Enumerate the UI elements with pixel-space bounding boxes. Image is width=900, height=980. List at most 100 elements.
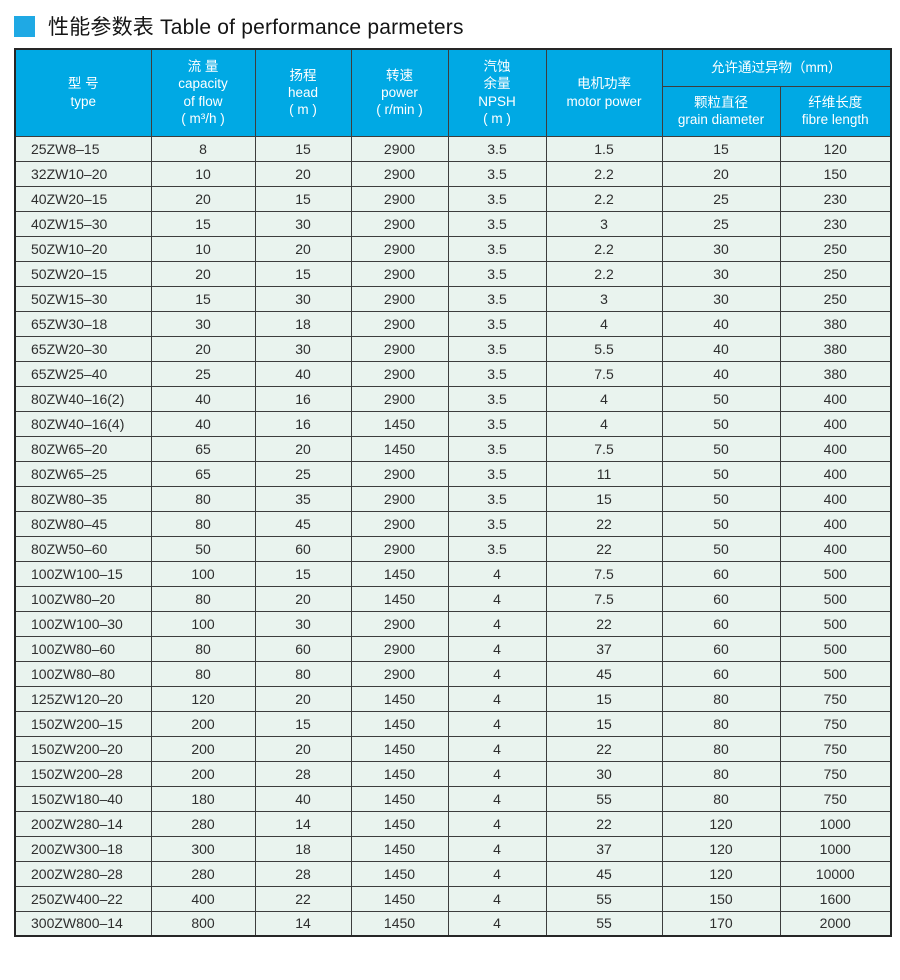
cell-grain: 50 (661, 385, 781, 412)
cell-npsh: 3.5 (447, 510, 547, 537)
cell-grain: 30 (661, 260, 781, 287)
table-row: 125ZW120–20 120 20 1450 4 15 80 750 (14, 685, 892, 712)
cell-grain: 20 (661, 160, 781, 187)
cell-head: 18 (254, 835, 352, 862)
cell-type: 50ZW20–15 (14, 260, 152, 287)
cell-npsh: 4 (447, 735, 547, 762)
cell-grain: 25 (661, 185, 781, 212)
cell-type: 50ZW10–20 (14, 235, 152, 262)
cell-type: 150ZW200–15 (14, 710, 152, 737)
cell-flow: 300 (150, 835, 256, 862)
cell-npsh: 4 (447, 835, 547, 862)
cell-flow: 200 (150, 735, 256, 762)
cell-type: 150ZW200–28 (14, 760, 152, 787)
cell-npsh: 3.5 (447, 410, 547, 437)
cell-npsh: 4 (447, 560, 547, 587)
cell-type: 40ZW15–30 (14, 210, 152, 237)
cell-npsh: 4 (447, 660, 547, 687)
cell-grain: 50 (661, 510, 781, 537)
cell-head: 60 (254, 635, 352, 662)
cell-flow: 65 (150, 460, 256, 487)
cell-fibre: 380 (779, 335, 892, 362)
cell-head: 15 (254, 560, 352, 587)
cell-motor: 45 (545, 660, 663, 687)
cell-motor: 15 (545, 485, 663, 512)
cell-flow: 25 (150, 360, 256, 387)
cell-flow: 200 (150, 710, 256, 737)
cell-npsh: 3.5 (447, 310, 547, 337)
cell-grain: 170 (661, 910, 781, 937)
cell-head: 30 (254, 210, 352, 237)
cell-npsh: 3.5 (447, 385, 547, 412)
cell-speed: 1450 (350, 435, 449, 462)
cell-motor: 4 (545, 385, 663, 412)
cell-head: 80 (254, 660, 352, 687)
cell-type: 25ZW8–15 (14, 135, 152, 162)
cell-npsh: 4 (447, 810, 547, 837)
cell-fibre: 750 (779, 785, 892, 812)
cell-grain: 80 (661, 710, 781, 737)
cell-motor: 22 (545, 735, 663, 762)
cell-npsh: 3.5 (447, 535, 547, 562)
cell-speed: 2900 (350, 285, 449, 312)
cell-motor: 7.5 (545, 360, 663, 387)
cell-fibre: 500 (779, 660, 892, 687)
title-bullet-square-icon (14, 15, 35, 37)
cell-speed: 1450 (350, 410, 449, 437)
cell-fibre: 1600 (779, 885, 892, 912)
cell-speed: 2900 (350, 385, 449, 412)
cell-head: 20 (254, 685, 352, 712)
cell-npsh: 4 (447, 760, 547, 787)
table-row: 80ZW50–60 50 60 2900 3.5 22 50 400 (14, 535, 892, 562)
col-header-fibre-length: 纤维长度 fibre length (779, 85, 892, 137)
cell-head: 30 (254, 610, 352, 637)
col-header-grain-diameter: 颗粒直径 grain diameter (661, 85, 781, 137)
cell-fibre: 10000 (779, 860, 892, 887)
cell-type: 100ZW80–60 (14, 635, 152, 662)
cell-fibre: 1000 (779, 835, 892, 862)
cell-flow: 65 (150, 435, 256, 462)
cell-flow: 100 (150, 610, 256, 637)
cell-speed: 2900 (350, 185, 449, 212)
cell-npsh: 4 (447, 885, 547, 912)
cell-speed: 2900 (350, 660, 449, 687)
cell-npsh: 3.5 (447, 235, 547, 262)
cell-head: 18 (254, 310, 352, 337)
table-row: 65ZW30–18 30 18 2900 3.5 4 40 380 (14, 310, 892, 337)
cell-grain: 40 (661, 360, 781, 387)
cell-fibre: 250 (779, 235, 892, 262)
cell-fibre: 750 (779, 710, 892, 737)
table-row: 150ZW200–28 200 28 1450 4 30 80 750 (14, 760, 892, 787)
cell-type: 200ZW300–18 (14, 835, 152, 862)
cell-fibre: 230 (779, 210, 892, 237)
cell-speed: 1450 (350, 835, 449, 862)
cell-flow: 20 (150, 335, 256, 362)
cell-speed: 2900 (350, 135, 449, 162)
cell-npsh: 4 (447, 685, 547, 712)
table-row: 100ZW100–30 100 30 2900 4 22 60 500 (14, 610, 892, 637)
cell-motor: 1.5 (545, 135, 663, 162)
cell-head: 20 (254, 160, 352, 187)
cell-grain: 120 (661, 835, 781, 862)
cell-npsh: 3.5 (447, 485, 547, 512)
cell-head: 25 (254, 460, 352, 487)
cell-motor: 3 (545, 210, 663, 237)
cell-grain: 15 (661, 135, 781, 162)
cell-fibre: 400 (779, 460, 892, 487)
cell-head: 14 (254, 810, 352, 837)
cell-speed: 2900 (350, 460, 449, 487)
table-row: 40ZW20–15 20 15 2900 3.5 2.2 25 230 (14, 185, 892, 212)
cell-motor: 15 (545, 710, 663, 737)
table-row: 300ZW800–14 800 14 1450 4 55 170 2000 (14, 910, 892, 937)
cell-fibre: 400 (779, 510, 892, 537)
cell-flow: 50 (150, 535, 256, 562)
cell-fibre: 120 (779, 135, 892, 162)
cell-grain: 50 (661, 435, 781, 462)
cell-head: 40 (254, 360, 352, 387)
cell-motor: 22 (545, 810, 663, 837)
cell-speed: 2900 (350, 485, 449, 512)
col-header-npsh: 汽蚀 余量 NPSH ( m ) (447, 48, 547, 137)
cell-flow: 10 (150, 160, 256, 187)
cell-fibre: 500 (779, 560, 892, 587)
cell-motor: 11 (545, 460, 663, 487)
